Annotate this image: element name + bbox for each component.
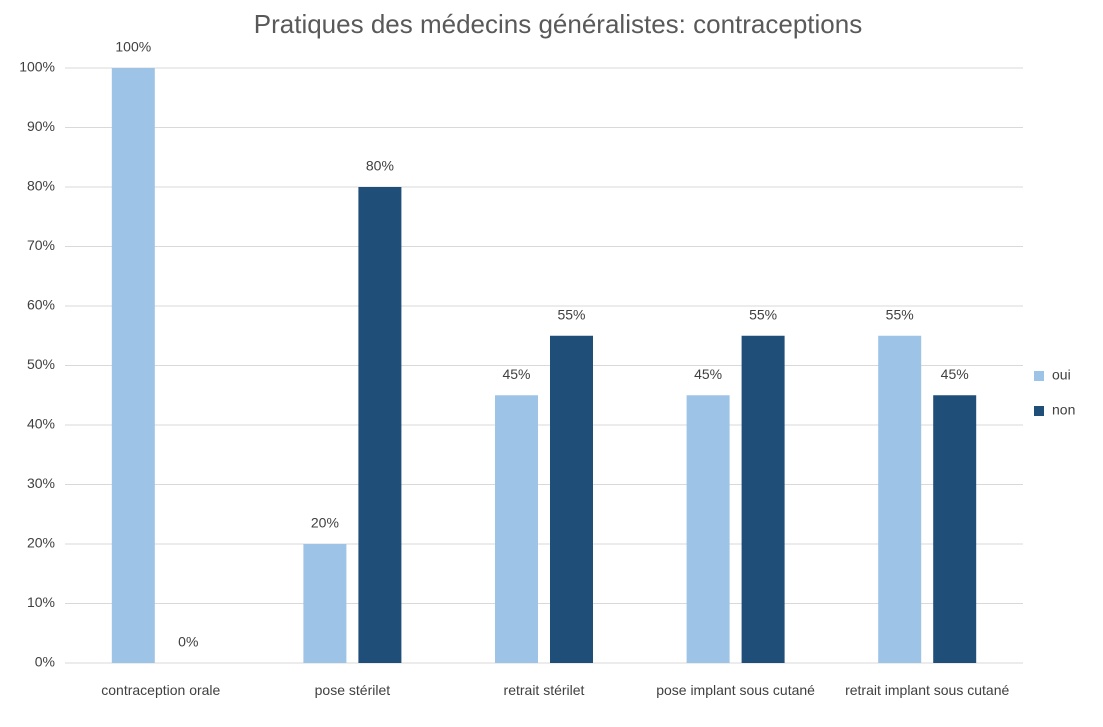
bar bbox=[303, 544, 347, 663]
data-label: 45% bbox=[694, 366, 722, 382]
y-tick-label: 20% bbox=[27, 535, 55, 551]
x-tick-label: retrait stérilet bbox=[503, 682, 585, 698]
x-tick-label: retrait implant sous cutané bbox=[845, 682, 1010, 698]
x-tick-label: contraception orale bbox=[101, 682, 221, 698]
data-label: 100% bbox=[115, 39, 151, 55]
data-label: 20% bbox=[311, 515, 339, 531]
legend-swatch bbox=[1034, 371, 1044, 381]
data-label: 80% bbox=[366, 158, 394, 174]
data-label: 45% bbox=[502, 366, 530, 382]
y-tick-label: 100% bbox=[19, 59, 55, 75]
legend-label: non bbox=[1052, 402, 1075, 418]
y-tick-label: 10% bbox=[27, 594, 55, 610]
x-tick-label: pose implant sous cutané bbox=[656, 682, 815, 698]
y-tick-label: 80% bbox=[27, 178, 55, 194]
bar bbox=[933, 395, 977, 663]
bar bbox=[111, 68, 155, 663]
y-tick-label: 50% bbox=[27, 356, 55, 372]
legend-swatch bbox=[1034, 406, 1044, 416]
data-label: 0% bbox=[178, 634, 198, 650]
data-label: 45% bbox=[941, 366, 969, 382]
legend-label: oui bbox=[1052, 367, 1071, 383]
bar bbox=[741, 335, 785, 663]
y-tick-label: 30% bbox=[27, 475, 55, 491]
bar bbox=[878, 335, 922, 663]
data-label: 55% bbox=[749, 306, 777, 322]
y-tick-label: 90% bbox=[27, 118, 55, 134]
x-tick-label: pose stérilet bbox=[314, 682, 391, 698]
data-label: 55% bbox=[886, 306, 914, 322]
bar bbox=[358, 187, 402, 663]
y-tick-label: 0% bbox=[35, 654, 55, 670]
chart-title: Pratiques des médecins généralistes: con… bbox=[254, 9, 862, 39]
y-tick-label: 60% bbox=[27, 297, 55, 313]
data-label: 55% bbox=[557, 306, 585, 322]
bar bbox=[686, 395, 730, 663]
bar bbox=[495, 395, 538, 663]
y-tick-label: 40% bbox=[27, 416, 55, 432]
bar bbox=[550, 335, 593, 663]
y-tick-label: 70% bbox=[27, 237, 55, 253]
